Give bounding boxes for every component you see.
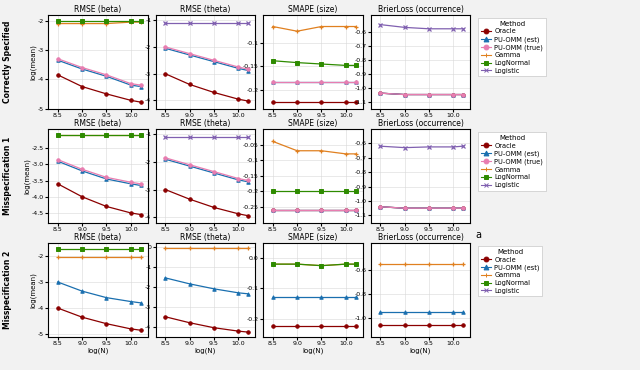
Title: RMSE (theta): RMSE (theta) xyxy=(180,5,230,14)
Title: BrierLoss (occurrence): BrierLoss (occurrence) xyxy=(378,233,463,242)
Title: RMSE (beta): RMSE (beta) xyxy=(74,5,122,14)
Legend: Oracle, PU-OMM (est), PU-OMM (true), Gamma, LogNormal, Logistic: Oracle, PU-OMM (est), PU-OMM (true), Gam… xyxy=(478,18,546,77)
Text: Misspecification 2: Misspecification 2 xyxy=(3,251,12,329)
Legend: Oracle, PU-OMM (est), PU-OMM (true), Gamma, LogNormal, Logistic: Oracle, PU-OMM (est), PU-OMM (true), Gam… xyxy=(478,132,546,191)
Y-axis label: log(mean): log(mean) xyxy=(24,158,30,194)
Title: RMSE (beta): RMSE (beta) xyxy=(74,233,122,242)
Title: RMSE (theta): RMSE (theta) xyxy=(180,233,230,242)
Title: RMSE (beta): RMSE (beta) xyxy=(74,119,122,128)
Title: BrierLoss (occurrence): BrierLoss (occurrence) xyxy=(378,119,463,128)
X-axis label: log(N): log(N) xyxy=(87,347,109,354)
Text: Misspecification 1: Misspecification 1 xyxy=(3,137,12,215)
Text: Correctly Specified: Correctly Specified xyxy=(3,20,12,103)
X-axis label: log(N): log(N) xyxy=(410,347,431,354)
X-axis label: log(N): log(N) xyxy=(195,347,216,354)
Title: BrierLoss (occurrence): BrierLoss (occurrence) xyxy=(378,5,463,14)
Legend: Oracle, PU-OMM (est), Gamma, LogNormal, Logistic: Oracle, PU-OMM (est), Gamma, LogNormal, … xyxy=(478,246,542,296)
Title: SMAPE (size): SMAPE (size) xyxy=(288,5,338,14)
Title: SMAPE (size): SMAPE (size) xyxy=(288,233,338,242)
Title: SMAPE (size): SMAPE (size) xyxy=(288,119,338,128)
Title: RMSE (theta): RMSE (theta) xyxy=(180,119,230,128)
Y-axis label: log(mean): log(mean) xyxy=(29,44,36,80)
X-axis label: log(N): log(N) xyxy=(302,347,324,354)
Y-axis label: log(mean): log(mean) xyxy=(29,272,36,308)
Text: a: a xyxy=(475,230,481,240)
